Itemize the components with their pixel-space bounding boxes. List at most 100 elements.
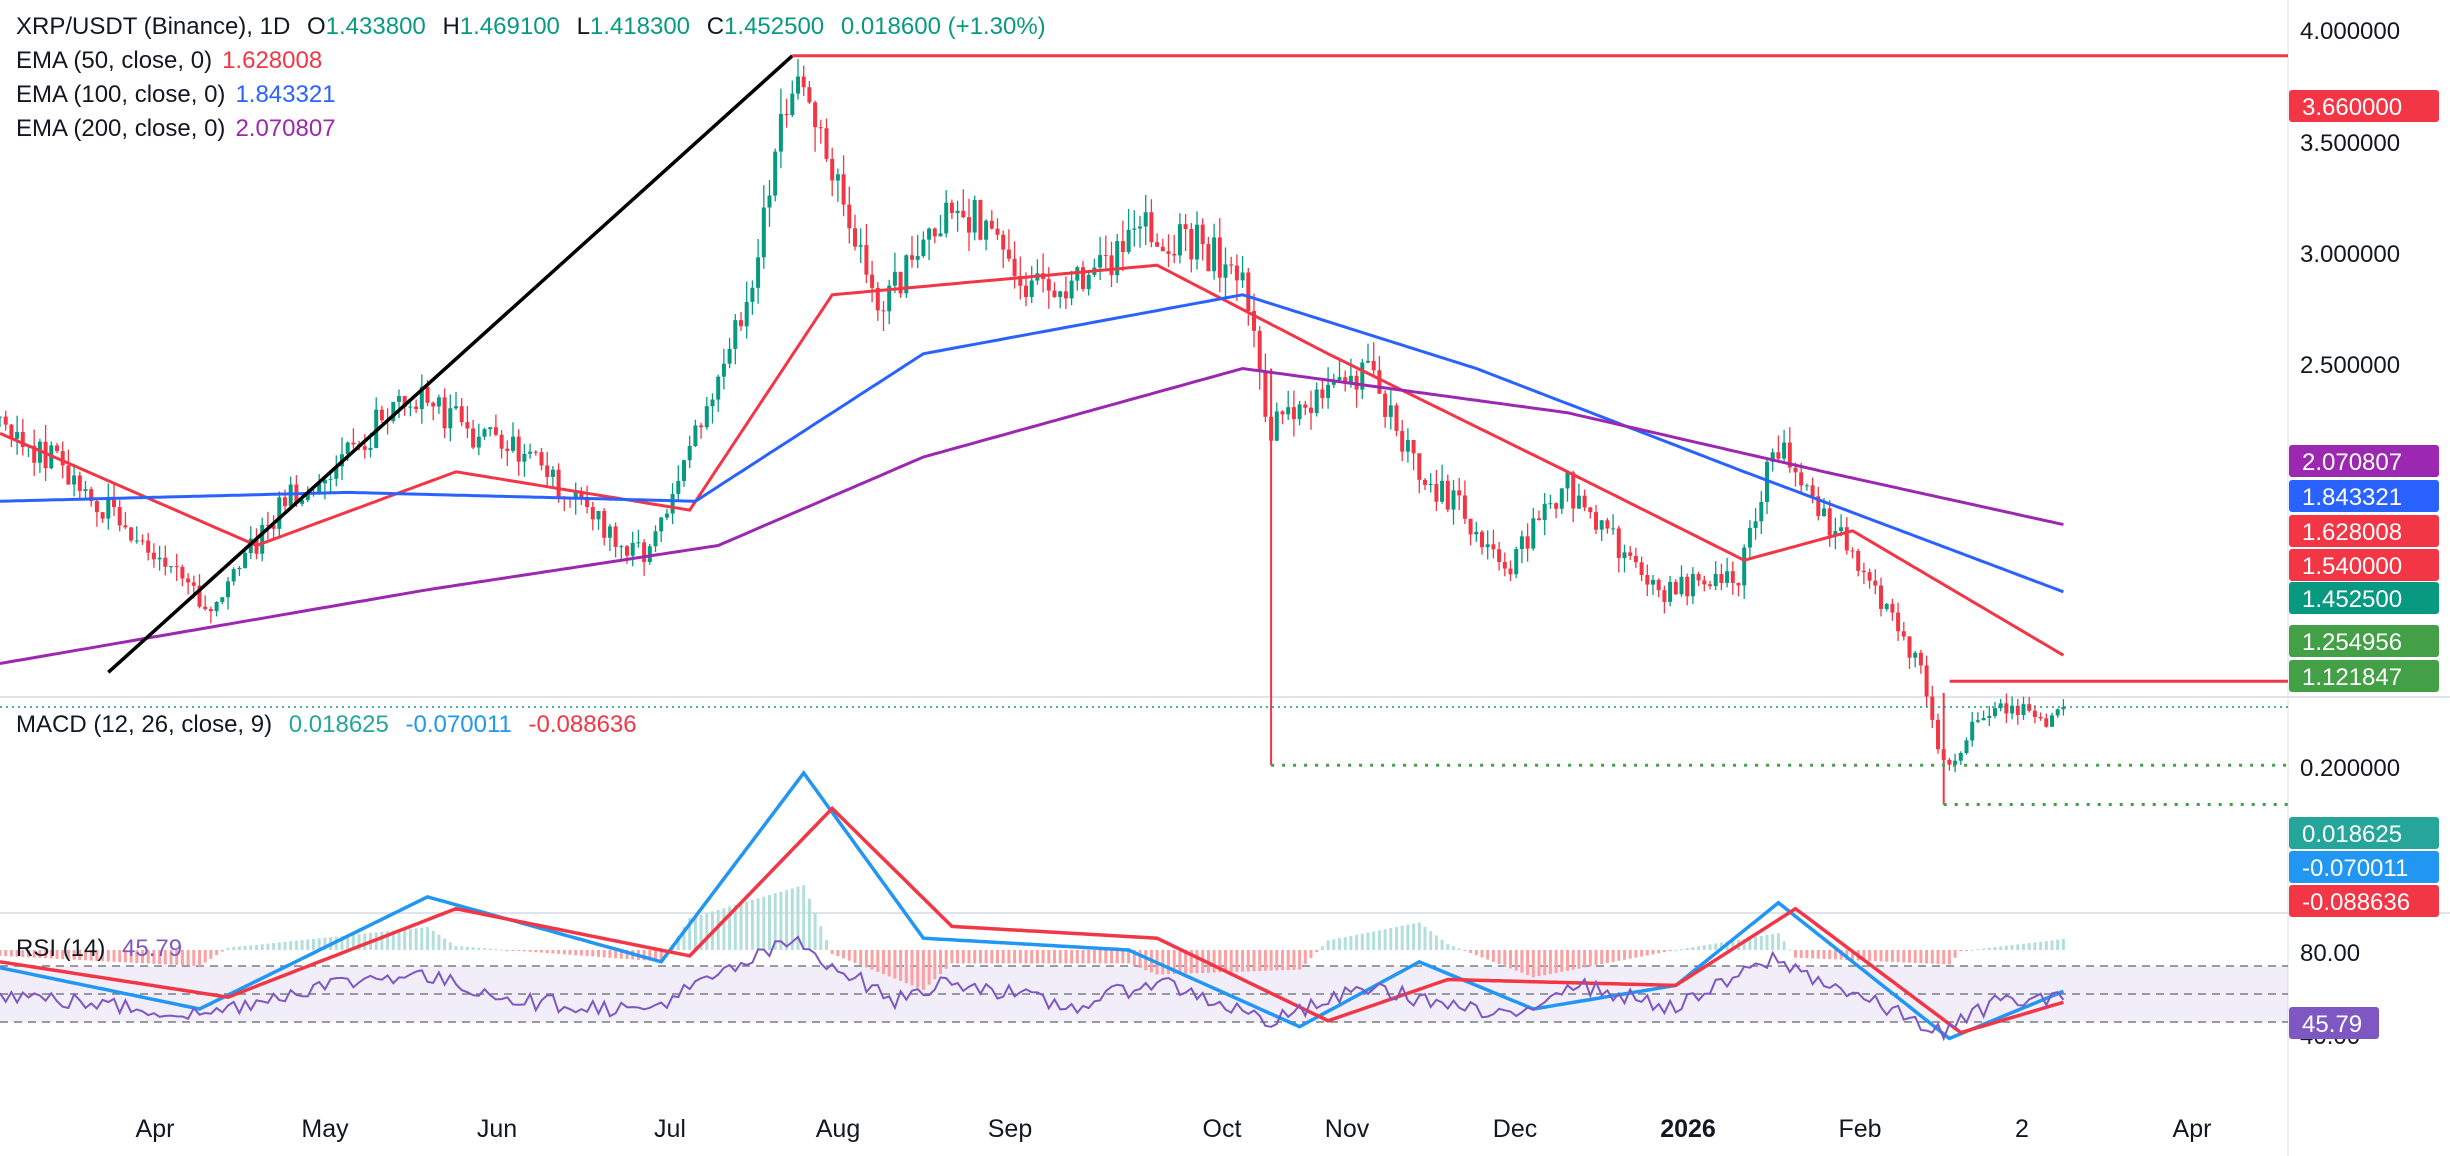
macd-histogram-bar: [819, 926, 823, 950]
macd-histogram-bar: [1326, 940, 1330, 950]
macd-histogram-bar: [1839, 950, 1843, 960]
price-label-text: 1.452500: [2302, 586, 2402, 613]
candle-body: [1622, 552, 1627, 559]
macd-histogram-bar: [1645, 950, 1649, 956]
price-tick-label: 3.500000: [2300, 130, 2400, 157]
candle-body: [642, 542, 647, 563]
macd-histogram-bar: [916, 950, 920, 988]
macd-histogram-bar: [1600, 950, 1604, 965]
candle-body: [1240, 272, 1245, 281]
candle-body: [636, 542, 641, 544]
macd-histogram-bar: [939, 950, 942, 975]
candle-body: [756, 257, 761, 288]
macd-histogram-bar: [1292, 950, 1296, 970]
candle-body: [1200, 224, 1205, 245]
candle-body: [790, 93, 795, 116]
candle-body: [1257, 330, 1262, 372]
macd-histogram-bar: [437, 934, 441, 950]
macd-histogram-bar: [500, 949, 504, 951]
macd-histogram-bar: [483, 948, 486, 950]
candle-body: [961, 210, 966, 218]
candle-body: [163, 557, 168, 567]
ema200-label: EMA (200, close, 0): [16, 115, 226, 142]
candle-body: [887, 285, 892, 312]
macd-histogram-bar: [4, 950, 8, 957]
candle-body: [237, 567, 242, 570]
candle-body: [1559, 488, 1564, 509]
macd-histogram-bar: [215, 950, 219, 956]
candle-body: [89, 489, 94, 502]
candle-body: [379, 409, 384, 421]
candle-body: [1115, 241, 1120, 276]
macd-histogram-bar: [1822, 950, 1826, 959]
candle-body: [94, 501, 99, 513]
candle-body: [938, 233, 943, 237]
candle-body: [1286, 407, 1291, 415]
candle-body: [533, 451, 538, 453]
macd-histogram-bar: [198, 950, 201, 967]
candle-body: [1326, 384, 1331, 399]
macd-histogram-bar: [859, 950, 863, 966]
macd-histogram-bar: [346, 935, 350, 950]
macd-histogram-bar: [323, 937, 327, 950]
macd-histogram-bar: [813, 912, 817, 950]
macd-histogram-bar: [1224, 950, 1227, 973]
macd-histogram-bar: [471, 947, 475, 950]
candle-body: [3, 416, 8, 425]
macd-histogram-bar: [2056, 939, 2060, 950]
macd-histogram-bar: [283, 941, 287, 950]
candle-body: [1280, 411, 1285, 415]
macd-histogram-bar: [49, 950, 53, 959]
price-label-box: [2289, 480, 2439, 512]
candle-body: [1514, 548, 1519, 575]
macd-histogram-bar: [1469, 950, 1473, 953]
macd-histogram-bar: [625, 950, 629, 960]
candle-body: [1337, 377, 1342, 381]
candle-body: [66, 465, 71, 485]
macd-histogram-bar: [2027, 943, 2031, 950]
macd-histogram-bar: [1925, 950, 1929, 964]
macd-histogram-bar: [1708, 944, 1712, 950]
candle-body: [265, 524, 270, 526]
macd-histogram-bar: [1628, 950, 1632, 959]
candle-body: [2055, 709, 2060, 716]
candle-body: [2010, 705, 2015, 714]
candle-body: [425, 386, 430, 403]
candle-body: [1947, 759, 1952, 765]
macd-histogram-bar: [842, 950, 846, 959]
macd-histogram-bar: [978, 950, 982, 964]
candle-body: [1314, 389, 1319, 413]
macd-histogram-bar: [27, 950, 30, 958]
candle-body: [676, 480, 681, 494]
macd-histogram-bar: [1189, 950, 1193, 974]
macd-histogram-bar: [2033, 942, 2037, 950]
candle-body: [1086, 274, 1091, 290]
candle-body: [699, 425, 704, 428]
candle-body: [1440, 480, 1445, 502]
candle-body: [915, 256, 920, 260]
candle-body: [1166, 251, 1171, 254]
candle-body: [1252, 311, 1256, 331]
candle-body: [100, 512, 105, 519]
macd-label-box: [2289, 817, 2439, 849]
candle-body: [522, 453, 527, 462]
macd-histogram-bar: [1868, 950, 1872, 961]
candle-body: [670, 493, 675, 514]
candle-body: [659, 517, 664, 532]
price-label-text: 1.254956: [2302, 629, 2402, 656]
candle-body: [117, 507, 122, 526]
macd-histogram-bar: [688, 918, 692, 950]
macd-histogram-bar: [255, 944, 258, 950]
macd-histogram-bar: [1041, 950, 1045, 964]
ema200-line: [0, 366, 2064, 665]
macd-histogram-bar: [101, 950, 105, 962]
macd-histogram-bar: [1286, 950, 1290, 971]
macd-histogram-bar: [1976, 949, 1980, 951]
candle-body: [1519, 536, 1524, 549]
candle-body: [1793, 467, 1798, 473]
high-label: H: [442, 13, 460, 40]
candle-body: [1411, 440, 1416, 454]
macd-histogram-bar: [448, 942, 452, 950]
macd-hist-value: 0.018625: [288, 711, 389, 738]
candle-body: [1605, 520, 1610, 529]
